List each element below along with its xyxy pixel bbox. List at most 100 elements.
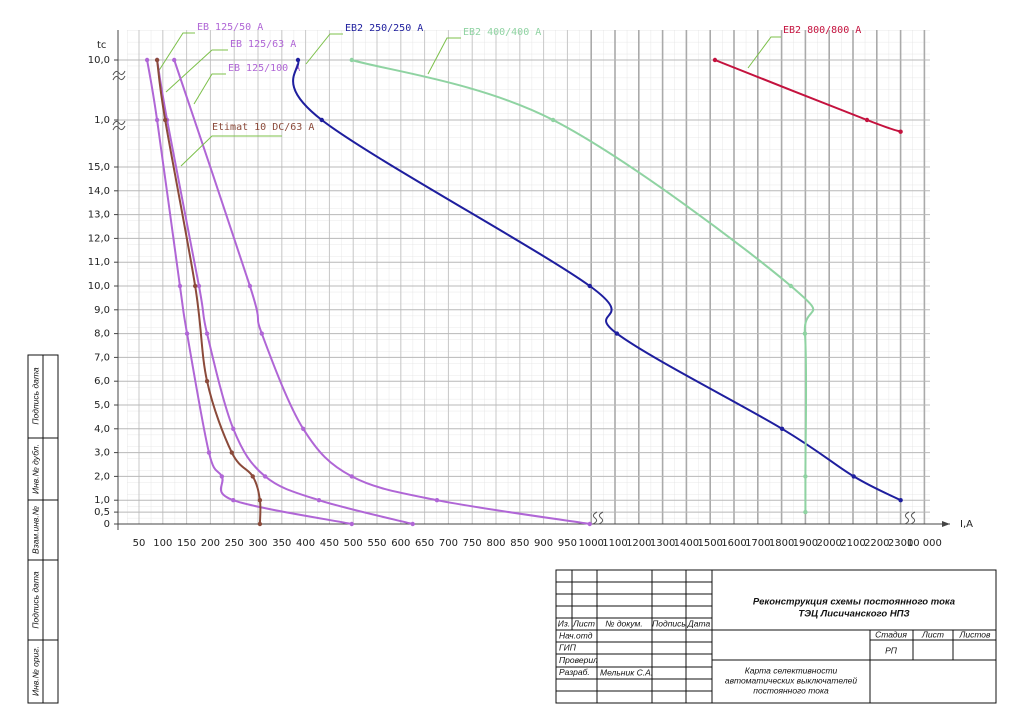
- x-tick-label: 100: [153, 538, 172, 549]
- series-label: EB2 800/800 A: [783, 25, 861, 36]
- point: [154, 117, 160, 123]
- x-tick-label: 1600: [721, 538, 746, 549]
- stamp-label: Инв.№ ориг.: [30, 646, 40, 696]
- point: [295, 57, 301, 63]
- title-block: [555, 569, 997, 704]
- x-tick-label: 750: [463, 538, 482, 549]
- y-tick-label: 13,0: [88, 210, 110, 221]
- series-label: EB 125/100 A: [228, 63, 300, 74]
- point: [788, 283, 794, 289]
- point: [262, 474, 268, 479]
- x-tick-label: 1400: [674, 538, 699, 549]
- x-tick-label: 550: [367, 538, 386, 549]
- point: [259, 331, 265, 336]
- x-arrow: [942, 521, 950, 527]
- x-tick-label: 1700: [745, 538, 770, 549]
- point: [349, 474, 354, 479]
- x-axis-label: I,A: [960, 519, 973, 530]
- y-tick-label: 1,0: [94, 495, 110, 506]
- point: [898, 498, 903, 503]
- y-tick-label: 10,0: [88, 55, 110, 66]
- curve: [173, 59, 590, 525]
- x-tick-label: 1500: [697, 538, 722, 549]
- x-tick-label: 450: [320, 538, 339, 549]
- role: Разраб.: [559, 667, 590, 677]
- x-tick-label: 10 000: [907, 538, 942, 549]
- point: [802, 331, 808, 336]
- point: [231, 498, 236, 503]
- point: [319, 117, 324, 123]
- y-tick-label: 5,0: [94, 400, 110, 411]
- curve: [714, 59, 901, 133]
- y-tick-label: 6,0: [94, 376, 110, 387]
- point: [192, 283, 198, 289]
- project-title: Реконструкция схемы постоянного тока: [753, 597, 955, 608]
- y-tick-label: 3,0: [94, 448, 110, 459]
- y-tick-label: 2,0: [94, 471, 110, 482]
- point: [803, 509, 808, 515]
- stamp-label: Подпись дата: [30, 367, 40, 424]
- y-tick-label: 0: [104, 519, 110, 530]
- x-tick-label: 2300: [888, 538, 913, 549]
- x-tick-label: 2000: [816, 538, 841, 549]
- stamp-label: Инв.№ дубл.: [30, 444, 40, 494]
- minor-grid: [127, 30, 930, 524]
- x-tick-label: 1300: [650, 538, 675, 549]
- role: Проверил: [559, 655, 598, 665]
- x-tick-label: 500: [344, 538, 363, 549]
- y-tick-label: 7,0: [94, 352, 110, 363]
- stage: РП: [885, 645, 898, 655]
- leader-line: [180, 135, 282, 167]
- point: [316, 498, 322, 503]
- stamp-label: Взам.инв.№: [30, 506, 40, 554]
- x-tick-label: 700: [439, 538, 458, 549]
- x-tick-label: 1000: [578, 538, 603, 549]
- stage-header: Листов: [959, 629, 992, 639]
- point: [196, 283, 202, 289]
- point: [231, 426, 236, 431]
- y-break: [112, 70, 126, 131]
- series-label: Etimat 10 DC/63 A: [212, 122, 314, 133]
- x-tick-label: 900: [534, 538, 553, 549]
- x-tick-label: 2200: [864, 538, 889, 549]
- column-header: Дата: [687, 618, 711, 628]
- series-label: EB2 400/400 A: [463, 27, 541, 38]
- sheet-title: автоматических выключателей: [725, 675, 857, 685]
- leader-line: [157, 32, 195, 73]
- column-header: Лист: [572, 618, 595, 628]
- y-tick-label: 10,0: [88, 281, 110, 292]
- x-tick-label: 650: [415, 538, 434, 549]
- stamp-label: Подпись дата: [30, 571, 40, 628]
- y-tick-label: 8,0: [94, 329, 110, 340]
- point: [410, 521, 415, 527]
- role: Нач.отд: [559, 630, 593, 640]
- x-tick-label: 600: [391, 538, 410, 549]
- point: [154, 57, 160, 63]
- x-tick-label: 50: [133, 538, 146, 549]
- point: [301, 426, 306, 431]
- point: [851, 474, 856, 479]
- stage-header: Лист: [921, 629, 944, 639]
- leader-line: [427, 37, 461, 75]
- x-break: [592, 511, 916, 525]
- leader-line: [193, 73, 226, 105]
- y-tick-label: 9,0: [94, 305, 110, 316]
- x-tick-label: 200: [201, 538, 220, 549]
- y-tick-label: 0,5: [94, 507, 110, 518]
- series-label: EB 125/50 A: [197, 22, 263, 33]
- point: [184, 331, 190, 336]
- point: [219, 474, 225, 479]
- sheet-title: Карта селективности: [745, 665, 838, 675]
- leader-line: [747, 36, 781, 69]
- y-axis-label: tc: [97, 40, 106, 51]
- x-tick-label: 1200: [626, 538, 651, 549]
- x-tick-label: 950: [558, 538, 577, 549]
- column-header: № докум.: [605, 618, 642, 628]
- y-tick-label: 11,0: [88, 257, 110, 268]
- x-tick-label: 400: [296, 538, 315, 549]
- point: [349, 57, 354, 63]
- point: [250, 474, 255, 479]
- y-tick-label: 4,0: [94, 424, 110, 435]
